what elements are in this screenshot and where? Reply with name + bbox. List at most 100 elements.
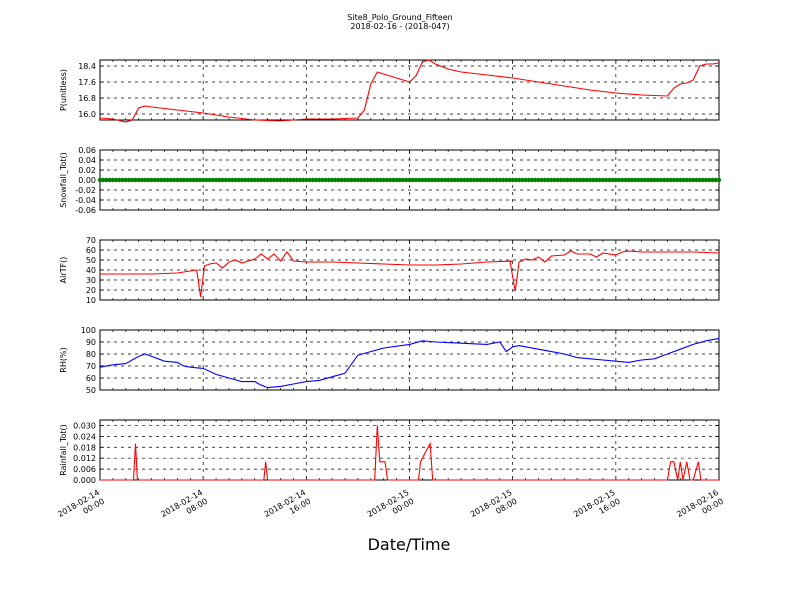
y-axis-label: RH(%): [59, 347, 68, 372]
data-point: [204, 177, 209, 183]
data-point: [591, 177, 596, 183]
data-point: [152, 177, 158, 183]
data-point: [329, 177, 335, 183]
data-point: [407, 177, 412, 183]
series-line: [100, 250, 720, 298]
data-point: [558, 177, 564, 183]
data-point: [246, 177, 251, 183]
y-tick-label: 30: [86, 276, 96, 285]
y-tick-label: 0.00: [78, 176, 96, 185]
data-point: [549, 177, 554, 183]
data-point: [684, 177, 689, 183]
data-point: [313, 177, 319, 183]
data-point: [191, 177, 196, 183]
data-point: [362, 177, 367, 183]
data-point: [504, 177, 509, 183]
data-point: [200, 177, 206, 183]
data-point: [603, 177, 609, 183]
data-point: [252, 177, 257, 183]
data-point: [597, 177, 602, 183]
data-point: [649, 177, 654, 183]
data-point: [616, 177, 622, 183]
y-tick-label: 90: [86, 338, 96, 347]
data-point: [478, 177, 483, 183]
y-tick-label: -0.06: [75, 206, 96, 215]
data-point: [265, 177, 270, 183]
data-point: [468, 177, 473, 183]
data-point: [317, 177, 322, 183]
data-point: [278, 177, 283, 183]
panel-rainfall: 0.030 0.024 0.018 0.012 0.006 0.000 Rainfall_T…: [59, 419, 720, 485]
data-point: [142, 177, 148, 183]
data-point: [371, 177, 377, 183]
data-point: [275, 177, 280, 183]
data-point: [545, 177, 551, 183]
data-point: [475, 177, 480, 183]
data-point: [155, 177, 161, 183]
data-point: [149, 177, 154, 183]
data-point: [700, 177, 706, 183]
data-point: [333, 177, 338, 183]
y-tick-label: 0.02: [78, 166, 96, 175]
data-point: [365, 177, 370, 183]
data-point: [117, 177, 122, 183]
data-point: [288, 177, 293, 183]
data-point: [452, 177, 457, 183]
data-point: [258, 177, 264, 183]
data-point: [178, 177, 183, 183]
data-point: [420, 177, 425, 183]
data-point: [300, 177, 306, 183]
data-point: [375, 177, 380, 183]
data-point: [101, 177, 106, 183]
data-point: [320, 177, 325, 183]
data-point: [487, 177, 493, 183]
data-point: [217, 177, 222, 183]
data-point: [439, 177, 444, 183]
data-point: [162, 177, 167, 183]
y-tick-label: 70: [86, 362, 96, 371]
data-point: [397, 177, 403, 183]
data-point: [410, 177, 415, 183]
y-tick-label: 50: [86, 386, 96, 395]
data-point: [533, 177, 538, 183]
data-point: [555, 177, 561, 183]
x-tick-label: 2018-02-1508:00: [469, 488, 519, 528]
y-tick-label: 16.8: [78, 94, 96, 103]
data-point: [587, 177, 593, 183]
x-axis-label: Date/Time: [368, 535, 451, 554]
y-tick-label: 70: [86, 236, 96, 245]
data-point: [181, 177, 187, 183]
data-point: [326, 177, 332, 183]
data-point: [526, 177, 531, 183]
data-point: [175, 177, 180, 183]
data-point: [249, 177, 254, 183]
data-point: [184, 177, 190, 183]
y-tick-label: 60: [86, 374, 96, 383]
data-point: [536, 177, 541, 183]
data-point: [681, 177, 686, 183]
data-point: [133, 177, 138, 183]
data-point: [658, 177, 664, 183]
data-point: [165, 177, 170, 183]
chart-panels: 16.016.817.618.4P(unitless)0.060.040.020…: [59, 59, 722, 485]
y-tick-label: 60: [86, 246, 96, 255]
data-point: [520, 177, 525, 183]
data-point: [233, 177, 238, 183]
data-point: [436, 177, 441, 183]
data-point: [136, 177, 141, 183]
data-point: [416, 177, 422, 183]
data-point: [678, 177, 683, 183]
x-tick-labels: 2018-02-1400:00 2018-02-1408:00 2018-02-14…: [56, 488, 725, 528]
y-tick-label: 0.012: [73, 454, 96, 463]
data-point: [552, 177, 557, 183]
data-point: [697, 177, 702, 183]
data-point: [342, 177, 348, 183]
y-tick-label: 40: [86, 266, 96, 275]
x-tick-label: 2018-02-1408:00: [159, 488, 209, 528]
data-point: [391, 177, 396, 183]
y-tick-label: 18.4: [78, 62, 96, 71]
y-tick-label: 17.6: [78, 78, 96, 87]
data-point: [146, 177, 151, 183]
x-tick-label: 2018-02-1500:00: [366, 488, 416, 528]
data-point: [623, 177, 628, 183]
